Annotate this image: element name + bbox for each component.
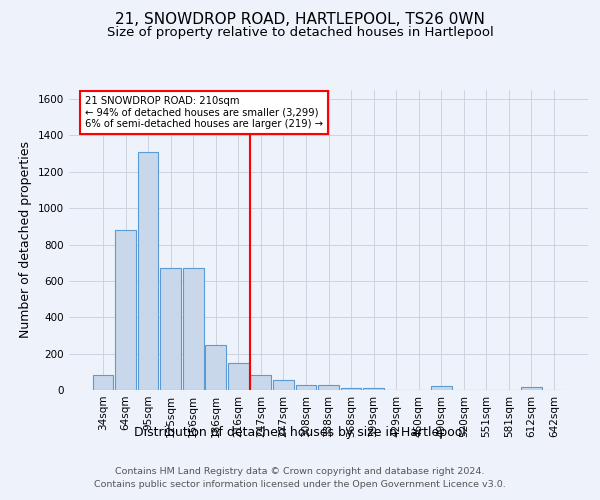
Bar [92,376,113,390]
Bar [318,386,339,390]
Bar [341,388,361,390]
Bar [431,386,452,390]
Bar [115,230,136,390]
Bar [205,346,226,390]
Bar [183,268,203,390]
Bar [521,386,542,390]
Bar [160,268,181,390]
Text: Distribution of detached houses by size in Hartlepool: Distribution of detached houses by size … [134,426,466,439]
Bar [228,362,248,390]
Text: Size of property relative to detached houses in Hartlepool: Size of property relative to detached ho… [107,26,493,39]
Text: 21, SNOWDROP ROAD, HARTLEPOOL, TS26 0WN: 21, SNOWDROP ROAD, HARTLEPOOL, TS26 0WN [115,12,485,28]
Bar [363,388,384,390]
Y-axis label: Number of detached properties: Number of detached properties [19,142,32,338]
Bar [137,152,158,390]
Bar [273,380,294,390]
Text: 21 SNOWDROP ROAD: 210sqm
← 94% of detached houses are smaller (3,299)
6% of semi: 21 SNOWDROP ROAD: 210sqm ← 94% of detach… [85,96,323,129]
Bar [250,375,271,390]
Bar [296,384,316,390]
Text: Contains HM Land Registry data © Crown copyright and database right 2024.: Contains HM Land Registry data © Crown c… [115,467,485,476]
Text: Contains public sector information licensed under the Open Government Licence v3: Contains public sector information licen… [94,480,506,489]
